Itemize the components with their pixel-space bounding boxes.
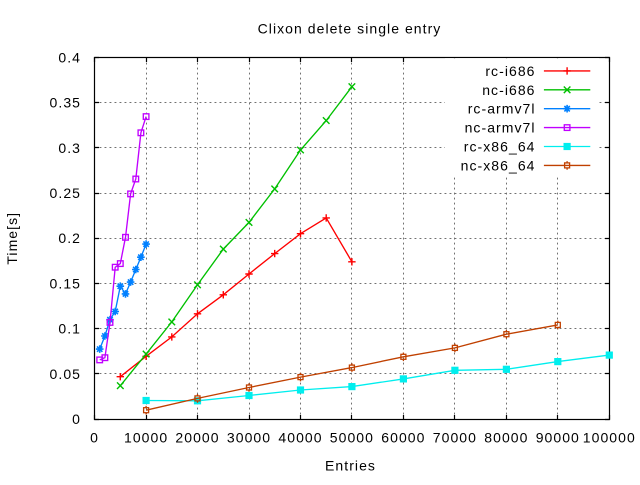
svg-text:Entries: Entries [325,458,376,474]
svg-text:0.25: 0.25 [50,185,81,201]
svg-text:50000: 50000 [330,430,374,446]
svg-text:0.3: 0.3 [58,140,81,156]
svg-text:nc-x86_64: nc-x86_64 [461,157,536,173]
svg-text:nc-i686: nc-i686 [482,82,535,98]
svg-text:0.1: 0.1 [58,321,81,337]
svg-text:100000: 100000 [583,430,636,446]
svg-text:90000: 90000 [536,430,580,446]
svg-text:0.35: 0.35 [50,95,81,111]
svg-text:70000: 70000 [433,430,477,446]
svg-text:0.05: 0.05 [50,366,81,382]
svg-text:nc-armv7l: nc-armv7l [465,120,536,136]
svg-text:Clixon delete single entry: Clixon delete single entry [258,20,442,36]
svg-text:rc-i686: rc-i686 [485,63,535,79]
svg-text:rc-x86_64: rc-x86_64 [464,139,536,155]
svg-text:Time[s]: Time[s] [4,212,20,265]
svg-text:60000: 60000 [381,430,425,446]
svg-text:0: 0 [90,430,99,446]
svg-text:20000: 20000 [175,430,219,446]
svg-text:30000: 30000 [227,430,271,446]
svg-text:rc-armv7l: rc-armv7l [468,101,536,117]
svg-text:80000: 80000 [484,430,528,446]
svg-text:0.2: 0.2 [58,230,81,246]
svg-text:40000: 40000 [278,430,322,446]
svg-text:10000: 10000 [124,430,168,446]
svg-text:0: 0 [72,411,81,427]
svg-text:0.15: 0.15 [50,276,81,292]
svg-text:0.4: 0.4 [58,49,81,65]
